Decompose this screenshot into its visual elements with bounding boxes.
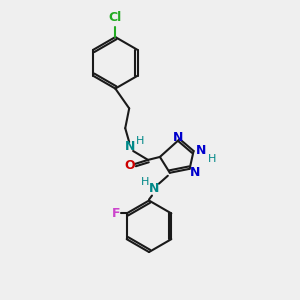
Text: H: H bbox=[141, 177, 149, 187]
Text: Cl: Cl bbox=[109, 11, 122, 24]
Text: N: N bbox=[125, 140, 135, 152]
Text: N: N bbox=[172, 130, 183, 144]
Text: O: O bbox=[125, 159, 136, 172]
Text: F: F bbox=[112, 207, 120, 220]
Text: N: N bbox=[196, 145, 207, 158]
Text: N: N bbox=[149, 182, 159, 195]
Text: N: N bbox=[189, 166, 200, 179]
Text: H: H bbox=[208, 154, 217, 164]
Text: H: H bbox=[136, 136, 144, 146]
